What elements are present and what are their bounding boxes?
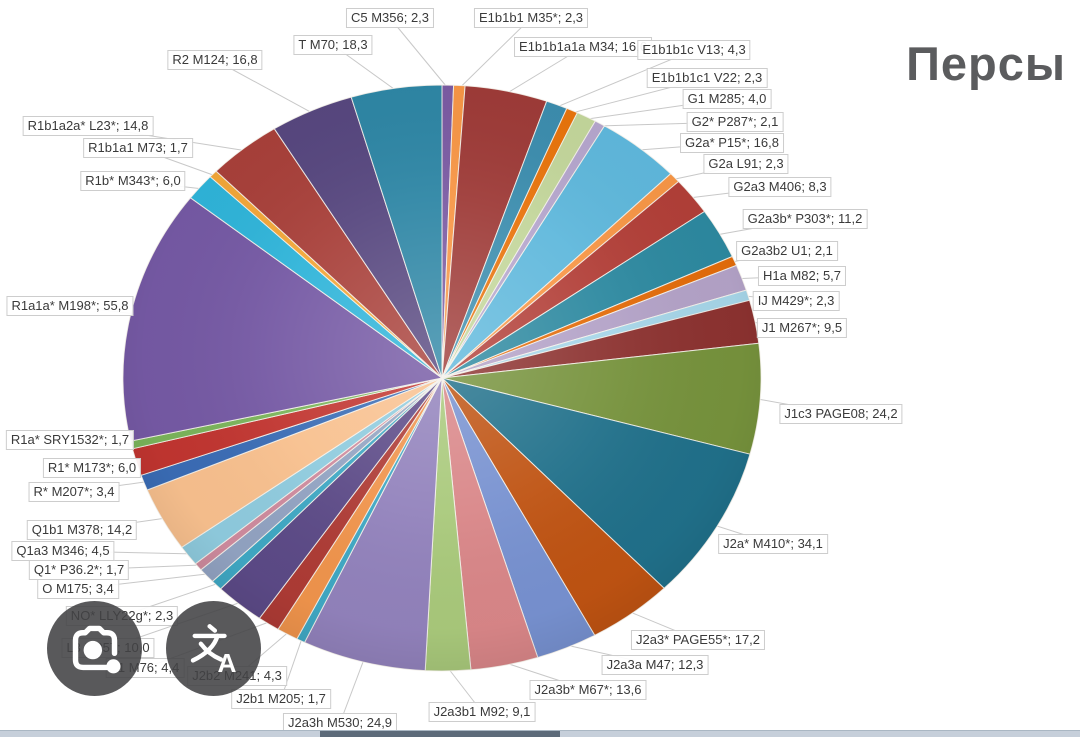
leader-line (744, 295, 797, 302)
translate-icon: A (186, 621, 242, 677)
svg-text:A: A (217, 647, 236, 676)
leader-line (389, 17, 449, 89)
leader-line (584, 98, 728, 120)
leader-line (637, 142, 733, 151)
leader-line (62, 550, 191, 555)
leader-line (280, 637, 303, 700)
leader-line (505, 46, 584, 95)
leader-line (332, 44, 397, 92)
google-lens-button[interactable] (47, 601, 142, 696)
leader-line (81, 517, 166, 531)
translate-button[interactable]: A (166, 601, 261, 696)
leader-line (69, 439, 135, 445)
leader-line (756, 398, 842, 415)
leader-line (87, 125, 246, 152)
leader-line (69, 305, 135, 315)
page-title: Персы (906, 37, 1066, 90)
leader-line (503, 661, 589, 691)
bottom-edge-bar-segment (320, 731, 560, 737)
leader-line (458, 17, 532, 89)
leader-line (77, 573, 209, 590)
leader-line (672, 163, 747, 181)
leader-line (214, 59, 314, 114)
leader-line (132, 180, 203, 190)
leader-line (91, 460, 140, 469)
leader-line (570, 77, 708, 114)
google-lens-camera-icon (69, 623, 121, 675)
bottom-edge-bar (0, 730, 1080, 737)
leader-line (339, 658, 365, 724)
leader-line (73, 481, 148, 493)
leader-line (565, 644, 656, 666)
leader-line (714, 524, 774, 545)
leader-line (447, 667, 483, 713)
leader-line (751, 321, 803, 329)
leader-line (78, 564, 201, 571)
leader-line (689, 186, 781, 199)
leader-line (137, 147, 216, 177)
leader-line (598, 121, 736, 127)
leader-line (629, 611, 699, 641)
pie-slices (122, 84, 762, 672)
leader-line (738, 275, 803, 280)
leader-line (731, 250, 788, 263)
leader-line (716, 218, 806, 236)
